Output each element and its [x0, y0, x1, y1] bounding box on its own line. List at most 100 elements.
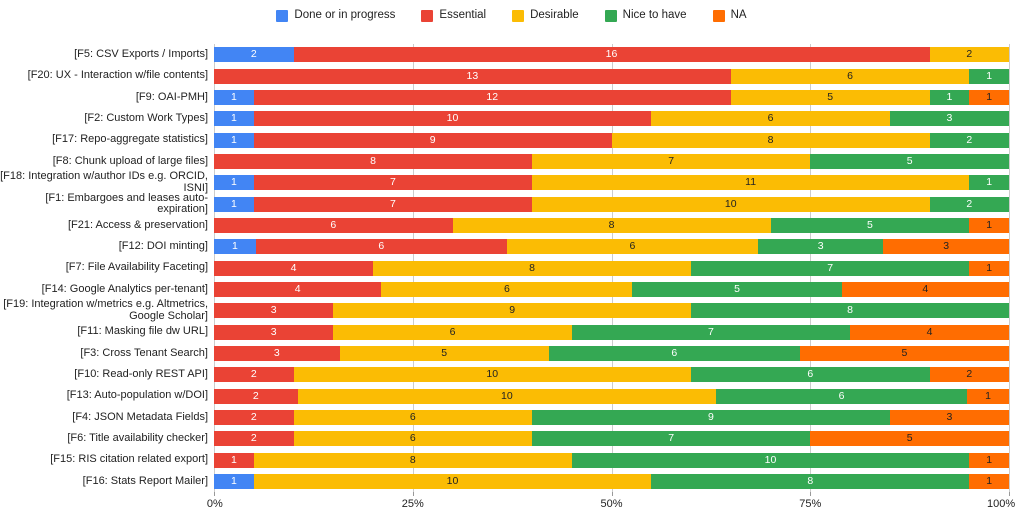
bar-segment[interactable]: 1: [969, 473, 1009, 489]
bar-segment[interactable]: 6: [333, 324, 572, 340]
bar-segment-value: 7: [389, 176, 396, 189]
legend-item[interactable]: Nice to have: [604, 9, 687, 22]
bar-segment-value: 8: [608, 219, 615, 232]
bar-segment[interactable]: 6: [730, 68, 970, 84]
bar-segment[interactable]: 3: [214, 303, 334, 319]
bar-segment[interactable]: 2: [214, 388, 298, 404]
bar-segment[interactable]: 1: [969, 260, 1009, 276]
bar-segment[interactable]: 5: [730, 89, 930, 105]
bar-segment[interactable]: 2: [214, 47, 294, 63]
bar-segment[interactable]: 1: [214, 473, 254, 489]
bar-segment[interactable]: 4: [850, 324, 1009, 340]
bar-segment[interactable]: 11: [532, 175, 970, 191]
bar-segment[interactable]: 2: [214, 367, 294, 383]
bar-segment[interactable]: 2: [214, 431, 294, 447]
bar-segment[interactable]: 1: [929, 89, 970, 105]
bar-segment[interactable]: 10: [293, 367, 691, 383]
bar-segment-value: 10: [446, 112, 459, 125]
bar-segment[interactable]: 2: [929, 367, 1009, 383]
bar-segment-value: 7: [389, 197, 396, 210]
bar-segment[interactable]: 6: [255, 239, 507, 255]
bar-segment[interactable]: 1: [967, 388, 1009, 404]
bar-segment[interactable]: 8: [253, 452, 572, 468]
bar-segment[interactable]: 1: [214, 132, 254, 148]
bar-segment[interactable]: 2: [929, 196, 1009, 212]
bar-segment[interactable]: 8: [214, 153, 532, 169]
bar-segment[interactable]: 8: [611, 132, 930, 148]
bar-segment[interactable]: 10: [571, 452, 970, 468]
chart-legend: Done or in progress Essential Desirable Nic…: [0, 9, 1023, 22]
bar-segment[interactable]: 7: [532, 431, 811, 447]
bar-segment[interactable]: 13: [214, 68, 731, 84]
gridline: [1009, 44, 1010, 492]
bar-segment[interactable]: 6: [716, 388, 968, 404]
bar-segment[interactable]: 3: [883, 239, 1009, 255]
bar-segment[interactable]: 1: [214, 452, 254, 468]
bar-segment[interactable]: 1: [969, 68, 1009, 84]
bar-segment-value: 8: [370, 155, 376, 168]
legend-item[interactable]: Essential: [421, 9, 486, 22]
bar-segment[interactable]: 3: [214, 324, 334, 340]
bar-segment[interactable]: 4: [841, 281, 1009, 297]
bar-segment[interactable]: 6: [691, 367, 930, 383]
bar-segment[interactable]: 3: [889, 111, 1009, 127]
bar-segment[interactable]: 16: [293, 47, 930, 63]
bar-segment[interactable]: 8: [651, 473, 970, 489]
bar-segment[interactable]: 5: [339, 345, 549, 361]
bar-segment[interactable]: 3: [757, 239, 884, 255]
bar-segment[interactable]: 6: [651, 111, 890, 127]
bar-segment-value: 6: [409, 432, 416, 445]
bar-segment[interactable]: 1: [969, 217, 1009, 233]
bar-segment[interactable]: 6: [506, 239, 758, 255]
legend-item[interactable]: NA: [712, 9, 747, 22]
bar-segment[interactable]: 5: [810, 431, 1009, 447]
bar-segment[interactable]: 12: [253, 89, 731, 105]
bar-segment[interactable]: 2: [929, 132, 1009, 148]
bar-segment[interactable]: 9: [253, 132, 612, 148]
bar-segment[interactable]: 7: [691, 260, 970, 276]
bar-segment[interactable]: 1: [214, 175, 254, 191]
bar-segment[interactable]: 5: [770, 217, 970, 233]
bar-segment[interactable]: 1: [214, 196, 254, 212]
bar-segment[interactable]: 10: [253, 473, 652, 489]
bar-segment[interactable]: 2: [214, 409, 294, 425]
bar-segment[interactable]: 9: [333, 303, 691, 319]
bar-segment[interactable]: 8: [691, 303, 1009, 319]
bar-segment[interactable]: 1: [214, 239, 256, 255]
bar-segment[interactable]: 5: [632, 281, 842, 297]
bar-segment[interactable]: 9: [532, 409, 890, 425]
bar-segment[interactable]: 1: [214, 89, 254, 105]
stacked-bar: 2 6 7 5: [214, 431, 1009, 447]
bar-segment[interactable]: 7: [253, 196, 532, 212]
bar-segment[interactable]: 3: [214, 345, 340, 361]
bar-segment[interactable]: 4: [214, 260, 373, 276]
bar-segment[interactable]: 7: [532, 153, 811, 169]
bar-segment[interactable]: 10: [253, 111, 652, 127]
category-label: [F20: UX - Interaction w/file contents]: [27, 69, 208, 82]
bar-segment[interactable]: 5: [799, 345, 1009, 361]
bar-segment[interactable]: 2: [929, 47, 1009, 63]
bar-segment[interactable]: 10: [532, 196, 930, 212]
bar-row: 13 6 1: [214, 68, 1009, 84]
bar-segment[interactable]: 1: [969, 175, 1009, 191]
legend-item[interactable]: Done or in progress: [276, 9, 395, 22]
bar-row: 3 9 8: [214, 303, 1009, 319]
bar-segment[interactable]: 6: [293, 409, 532, 425]
bar-segment[interactable]: 7: [571, 324, 850, 340]
bar-segment[interactable]: 1: [214, 111, 254, 127]
bar-segment[interactable]: 3: [889, 409, 1009, 425]
bar-segment[interactable]: 1: [969, 452, 1009, 468]
bar-segment[interactable]: 6: [548, 345, 800, 361]
bar-segment[interactable]: 6: [381, 281, 633, 297]
bar-segment[interactable]: 8: [452, 217, 771, 233]
bar-segment[interactable]: 5: [810, 153, 1009, 169]
bar-segment[interactable]: 7: [253, 175, 532, 191]
legend-item[interactable]: Desirable: [512, 9, 579, 22]
bar-segment[interactable]: 4: [214, 281, 382, 297]
bar-segment[interactable]: 10: [297, 388, 717, 404]
bar-segment[interactable]: 6: [214, 217, 453, 233]
bar-segment[interactable]: 1: [969, 89, 1009, 105]
stacked-bar: 3 9 8: [214, 303, 1009, 319]
bar-segment[interactable]: 8: [373, 260, 691, 276]
bar-segment[interactable]: 6: [293, 431, 532, 447]
